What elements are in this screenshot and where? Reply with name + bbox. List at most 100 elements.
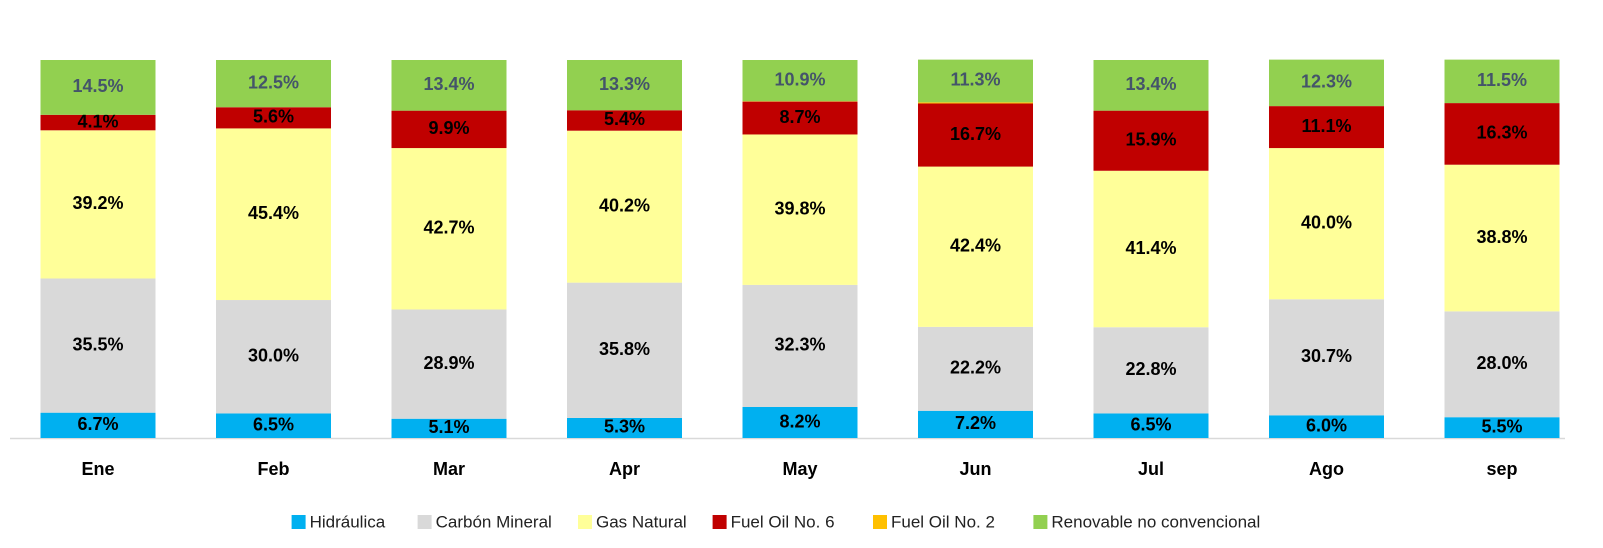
bar-segment — [567, 417, 682, 438]
bar-segment — [216, 60, 331, 108]
bar-segment — [742, 284, 858, 408]
bar-segment — [918, 59, 1033, 103]
value-label: 9.9% — [428, 118, 469, 138]
bar-segment — [918, 102, 1033, 104]
bar-segment — [40, 130, 156, 279]
value-label: 5.3% — [604, 417, 645, 437]
value-label: 45.4% — [248, 203, 299, 223]
value-label: 6.5% — [253, 414, 294, 434]
value-label: 7.2% — [955, 413, 996, 433]
bar-segment — [918, 103, 1033, 167]
bar-segment — [918, 326, 1033, 411]
value-label: 30.7% — [1301, 346, 1352, 366]
value-label: 8.7% — [779, 107, 820, 127]
value-label: 11.1% — [1301, 116, 1351, 136]
value-label: 22.8% — [1125, 359, 1176, 379]
legend-swatch — [873, 515, 887, 529]
bar-segment — [391, 60, 507, 111]
value-label: 12.3% — [1301, 72, 1352, 92]
legend-label: Renovable no convencional — [1051, 512, 1260, 531]
value-label: 38.8% — [1476, 227, 1527, 247]
legend-swatch — [1033, 515, 1048, 529]
value-label: 8.2% — [779, 411, 820, 431]
bar-segment — [1269, 148, 1384, 300]
value-label: 16.3% — [1476, 123, 1527, 143]
value-label: 5.1% — [428, 417, 469, 437]
legend-swatch — [291, 515, 306, 529]
bar-segment — [391, 309, 507, 419]
value-label: 6.0% — [1306, 415, 1347, 435]
bar-segment — [1444, 164, 1560, 312]
value-label: 13.4% — [423, 74, 474, 94]
value-label: 5.5% — [1481, 416, 1522, 436]
value-label: 14.5% — [72, 76, 123, 96]
value-label: 22.2% — [950, 358, 1001, 378]
bar-segment — [1269, 299, 1384, 416]
bar-segment — [567, 130, 682, 283]
value-label: 11.3% — [950, 70, 1000, 90]
value-label: 16.7% — [950, 124, 1001, 144]
value-label: 35.8% — [599, 339, 650, 359]
bar-segment — [1093, 413, 1209, 438]
x-tick-label: Feb — [257, 459, 289, 479]
value-label: 32.3% — [774, 335, 825, 355]
bar-segment — [1444, 417, 1560, 438]
bar-segment — [216, 413, 331, 438]
value-label: 13.3% — [599, 74, 650, 94]
value-label: 28.9% — [423, 353, 474, 373]
bar-segment — [40, 412, 156, 438]
value-label: 41.4% — [1125, 238, 1176, 258]
value-label: 10.9% — [774, 69, 825, 89]
legend-label: Hidráulica — [310, 512, 386, 531]
value-label: 12.5% — [248, 72, 299, 92]
bar-segment — [1444, 311, 1560, 418]
x-tick-label: Jun — [959, 459, 991, 479]
bar-segment — [1093, 170, 1209, 328]
value-label: 40.0% — [1301, 212, 1352, 232]
value-label: 13.4% — [1125, 74, 1176, 94]
bar-segment — [1093, 110, 1209, 171]
value-label: 28.0% — [1476, 353, 1527, 373]
x-tick-label: Apr — [609, 459, 640, 479]
x-tick-label: Ene — [81, 459, 114, 479]
bar-segment — [40, 60, 156, 115]
x-tick-label: Jul — [1138, 459, 1164, 479]
bar-segment — [567, 110, 682, 131]
legend-swatch — [712, 515, 727, 529]
value-label: 6.7% — [77, 414, 118, 434]
value-label: 15.9% — [1125, 129, 1176, 149]
value-label: 39.8% — [774, 198, 825, 218]
x-tick-label: Mar — [433, 459, 465, 479]
bar-segment — [1444, 59, 1560, 104]
x-tick-label: sep — [1486, 459, 1517, 479]
bar-segment — [40, 278, 156, 413]
bar-segment — [742, 60, 858, 102]
x-tick-label: Ago — [1309, 459, 1344, 479]
legend-label: Carbón Mineral — [436, 512, 552, 531]
legend-label: Fuel Oil No. 2 — [891, 512, 995, 531]
bar-segment — [742, 101, 858, 135]
bar-segment — [216, 300, 331, 414]
bar-segment — [216, 128, 331, 301]
value-label: 6.5% — [1130, 414, 1171, 434]
bar-segment — [1093, 327, 1209, 414]
bar-segment — [567, 282, 682, 418]
value-label: 42.4% — [950, 235, 1001, 255]
bar-segment — [40, 114, 156, 131]
bar-segment — [1444, 103, 1560, 165]
value-label: 42.7% — [423, 218, 474, 238]
legend-label: Fuel Oil No. 6 — [731, 512, 835, 531]
legend-swatch — [417, 515, 432, 529]
value-label: 5.4% — [604, 109, 645, 129]
legend-swatch — [578, 515, 592, 529]
value-label: 4.1% — [77, 111, 118, 131]
legend-label: Gas Natural — [596, 512, 687, 531]
bar-segment — [742, 407, 858, 438]
value-label: 11.5% — [1477, 70, 1527, 90]
bar-segment — [391, 110, 507, 149]
bar-segment — [918, 166, 1033, 327]
bar-segment — [1269, 106, 1384, 149]
bar-segment — [1093, 60, 1209, 111]
bar-segment — [567, 60, 682, 111]
